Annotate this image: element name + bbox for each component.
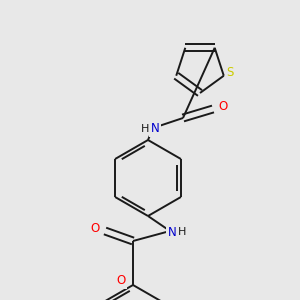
Text: O: O bbox=[116, 274, 126, 287]
Text: H: H bbox=[178, 227, 186, 237]
Text: H: H bbox=[141, 124, 149, 134]
Text: N: N bbox=[151, 122, 159, 136]
Text: O: O bbox=[90, 221, 100, 235]
Text: O: O bbox=[218, 100, 228, 112]
Text: S: S bbox=[226, 66, 233, 79]
Text: N: N bbox=[168, 226, 176, 238]
